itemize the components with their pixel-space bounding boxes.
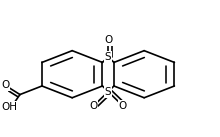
Text: O: O	[119, 101, 127, 111]
Text: S: S	[105, 52, 112, 62]
Text: O: O	[89, 101, 97, 111]
Text: S: S	[105, 87, 112, 97]
Text: O: O	[104, 35, 112, 45]
Text: O: O	[1, 80, 9, 90]
Text: OH: OH	[1, 102, 17, 112]
